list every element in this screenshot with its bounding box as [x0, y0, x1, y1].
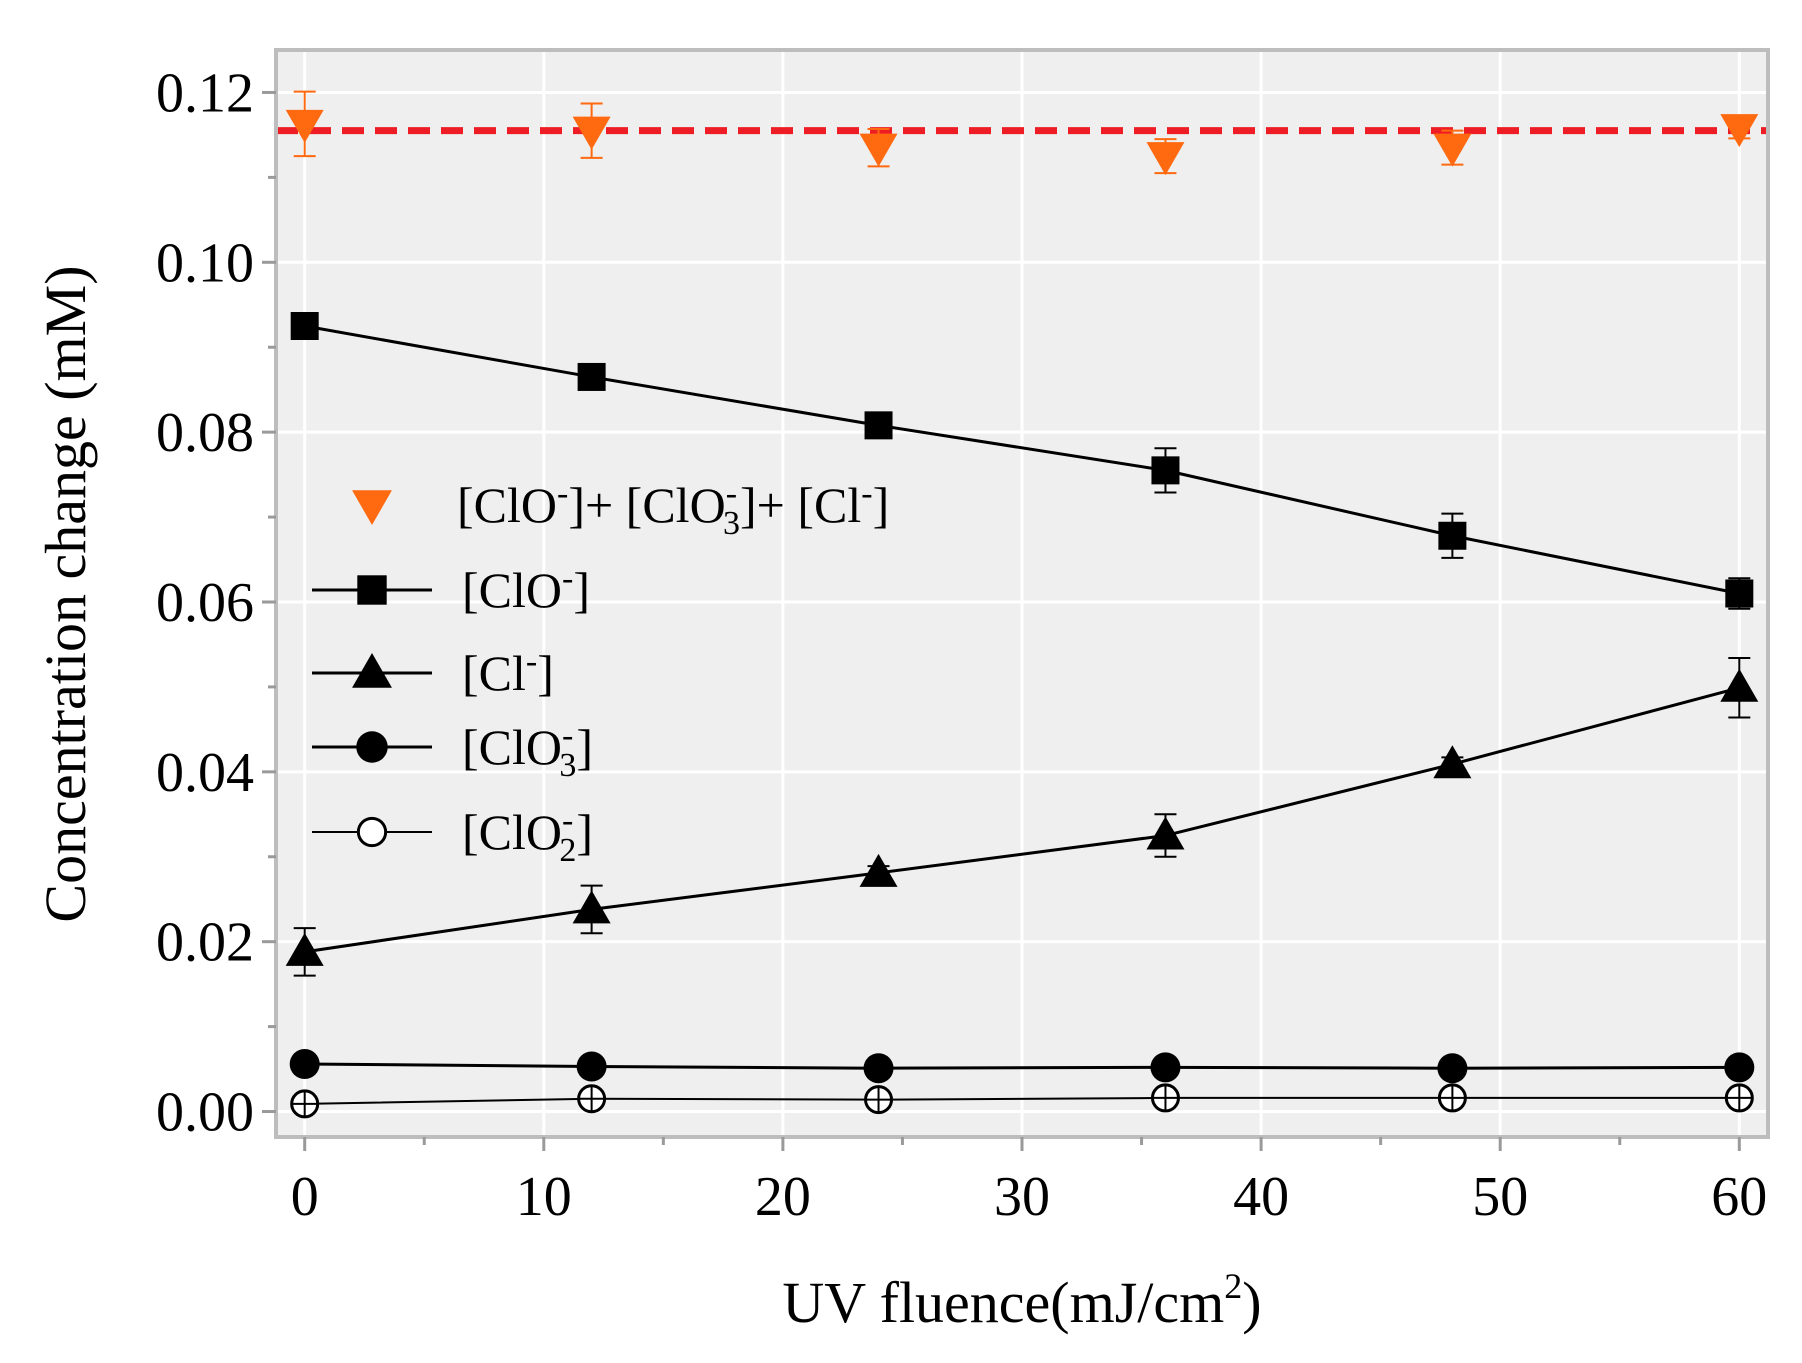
legend-label-3-part-1: -: [562, 717, 573, 754]
x-tick-label-3: 30: [994, 1166, 1050, 1228]
x-axis-label-tail: ): [1242, 1270, 1261, 1335]
series-4-line: [304, 1096, 1740, 1105]
series-3-point-5: [1724, 1052, 1755, 1083]
legend-label-4-part-1: -: [562, 802, 573, 839]
series-2-point-2: [859, 853, 898, 887]
y-tick-label-6: 0.12: [156, 62, 254, 124]
series-3-point-3: [1150, 1052, 1181, 1083]
legend-marker-0: [352, 490, 392, 525]
series-0-point-0: [285, 109, 324, 143]
series-3-point-4: [1437, 1053, 1468, 1084]
x-axis-label: UV fluence(mJ/cm2): [782, 1266, 1261, 1335]
y-tick-label-5: 0.10: [156, 232, 254, 294]
legend-marker-2: [352, 653, 392, 688]
legend-label-1-part-2: ]: [573, 562, 590, 618]
x-tick-label-5: 50: [1472, 1166, 1528, 1228]
series-3-point-1: [576, 1051, 607, 1082]
x-axis-label-main: UV fluence(mJ/cm: [782, 1270, 1224, 1335]
series-1-point-2: [864, 411, 893, 440]
legend-label-1-part-1: -: [562, 560, 573, 597]
series-0-point-3: [1146, 142, 1185, 176]
x-tick-label-6: 60: [1711, 1166, 1767, 1228]
y-tick-label-2: 0.04: [156, 742, 254, 804]
legend-marker-4: [356, 816, 388, 848]
series-1-point-0: [290, 311, 319, 340]
legend-item-1: [ClO-]: [312, 560, 590, 618]
series-0-point-5: [1720, 114, 1759, 148]
series-1-point-4: [1438, 521, 1467, 550]
x-tick-label-1: 10: [516, 1166, 572, 1228]
legend-label-3: [ClO-3]: [462, 717, 593, 784]
x-tick-label-0: 0: [291, 1166, 319, 1228]
series-2-point-1: [572, 890, 611, 924]
legend-item-0: [ClO-]+ [ClO-3]+ [Cl-]: [352, 475, 889, 542]
series-0-point-1: [572, 116, 611, 150]
legend-label-2: [Cl-]: [462, 643, 554, 701]
x-axis-label-superscript: 2: [1224, 1266, 1242, 1306]
legend-label-1-part-0: [ClO: [462, 562, 562, 618]
series-0-point-2: [859, 133, 898, 167]
legend-item-4: [ClO-2]: [312, 802, 593, 869]
legend-marker-1: [357, 575, 387, 605]
x-tick-label-2: 20: [755, 1166, 811, 1228]
legend-label-4: [ClO-2]: [462, 802, 593, 869]
legend-label-0-part-1: -: [557, 475, 568, 512]
series-1-point-3: [1151, 456, 1180, 485]
series-2-point-3: [1146, 816, 1185, 850]
y-tick-label-4: 0.08: [156, 402, 254, 464]
legend-label-0-part-2: ]+ [ClO: [568, 477, 725, 533]
legend-label-0-part-5: ]+ [Cl: [740, 477, 861, 533]
legend-label-2-part-1: -: [526, 643, 537, 680]
legend-label-2-part-2: ]: [537, 645, 554, 701]
legend-label-0-part-6: -: [861, 475, 872, 512]
series-2-point-0: [285, 932, 324, 966]
legend-label-0-part-0: [ClO: [457, 477, 557, 533]
legend-label-0-part-7: ]: [873, 477, 890, 533]
series-3-point-0: [289, 1048, 320, 1079]
legend-label-4-part-3: ]: [576, 804, 593, 860]
legend-label-4-part-2: 2: [559, 832, 576, 869]
legend-label-0-part-4: 3: [723, 505, 740, 542]
series-0-point-4: [1433, 133, 1472, 167]
y-axis-label: Concentration change (mM): [33, 265, 98, 922]
legend-label-3-part-0: [ClO: [462, 719, 562, 775]
y-tick-label-3: 0.06: [156, 572, 254, 634]
y-tick-label-1: 0.02: [156, 912, 254, 974]
legend-label-3-part-3: ]: [576, 719, 593, 775]
legend-label-1: [ClO-]: [462, 560, 590, 618]
x-tick-label-4: 40: [1233, 1166, 1289, 1228]
series-2-point-4: [1433, 745, 1472, 779]
series-1-point-5: [1725, 579, 1754, 608]
legend-label-2-part-0: [Cl: [462, 645, 526, 701]
legend-item-2: [Cl-]: [312, 643, 554, 701]
y-tick-label-0: 0.00: [156, 1082, 254, 1144]
series-1-line: [304, 324, 1740, 595]
legend-label-0: [ClO-]+ [ClO-3]+ [Cl-]: [457, 475, 889, 542]
series-2-line: [304, 686, 1740, 954]
legend-label-3-part-2: 3: [559, 747, 576, 784]
series-3-line: [304, 1062, 1740, 1070]
series-1-point-1: [577, 362, 606, 391]
series-2-point-5: [1720, 668, 1759, 702]
legend-marker-3: [356, 731, 388, 763]
legend-label-4-part-0: [ClO: [462, 804, 562, 860]
legend-item-3: [ClO-3]: [312, 717, 593, 784]
legend-label-0-part-3: -: [726, 475, 737, 512]
series-3-point-2: [863, 1053, 894, 1084]
